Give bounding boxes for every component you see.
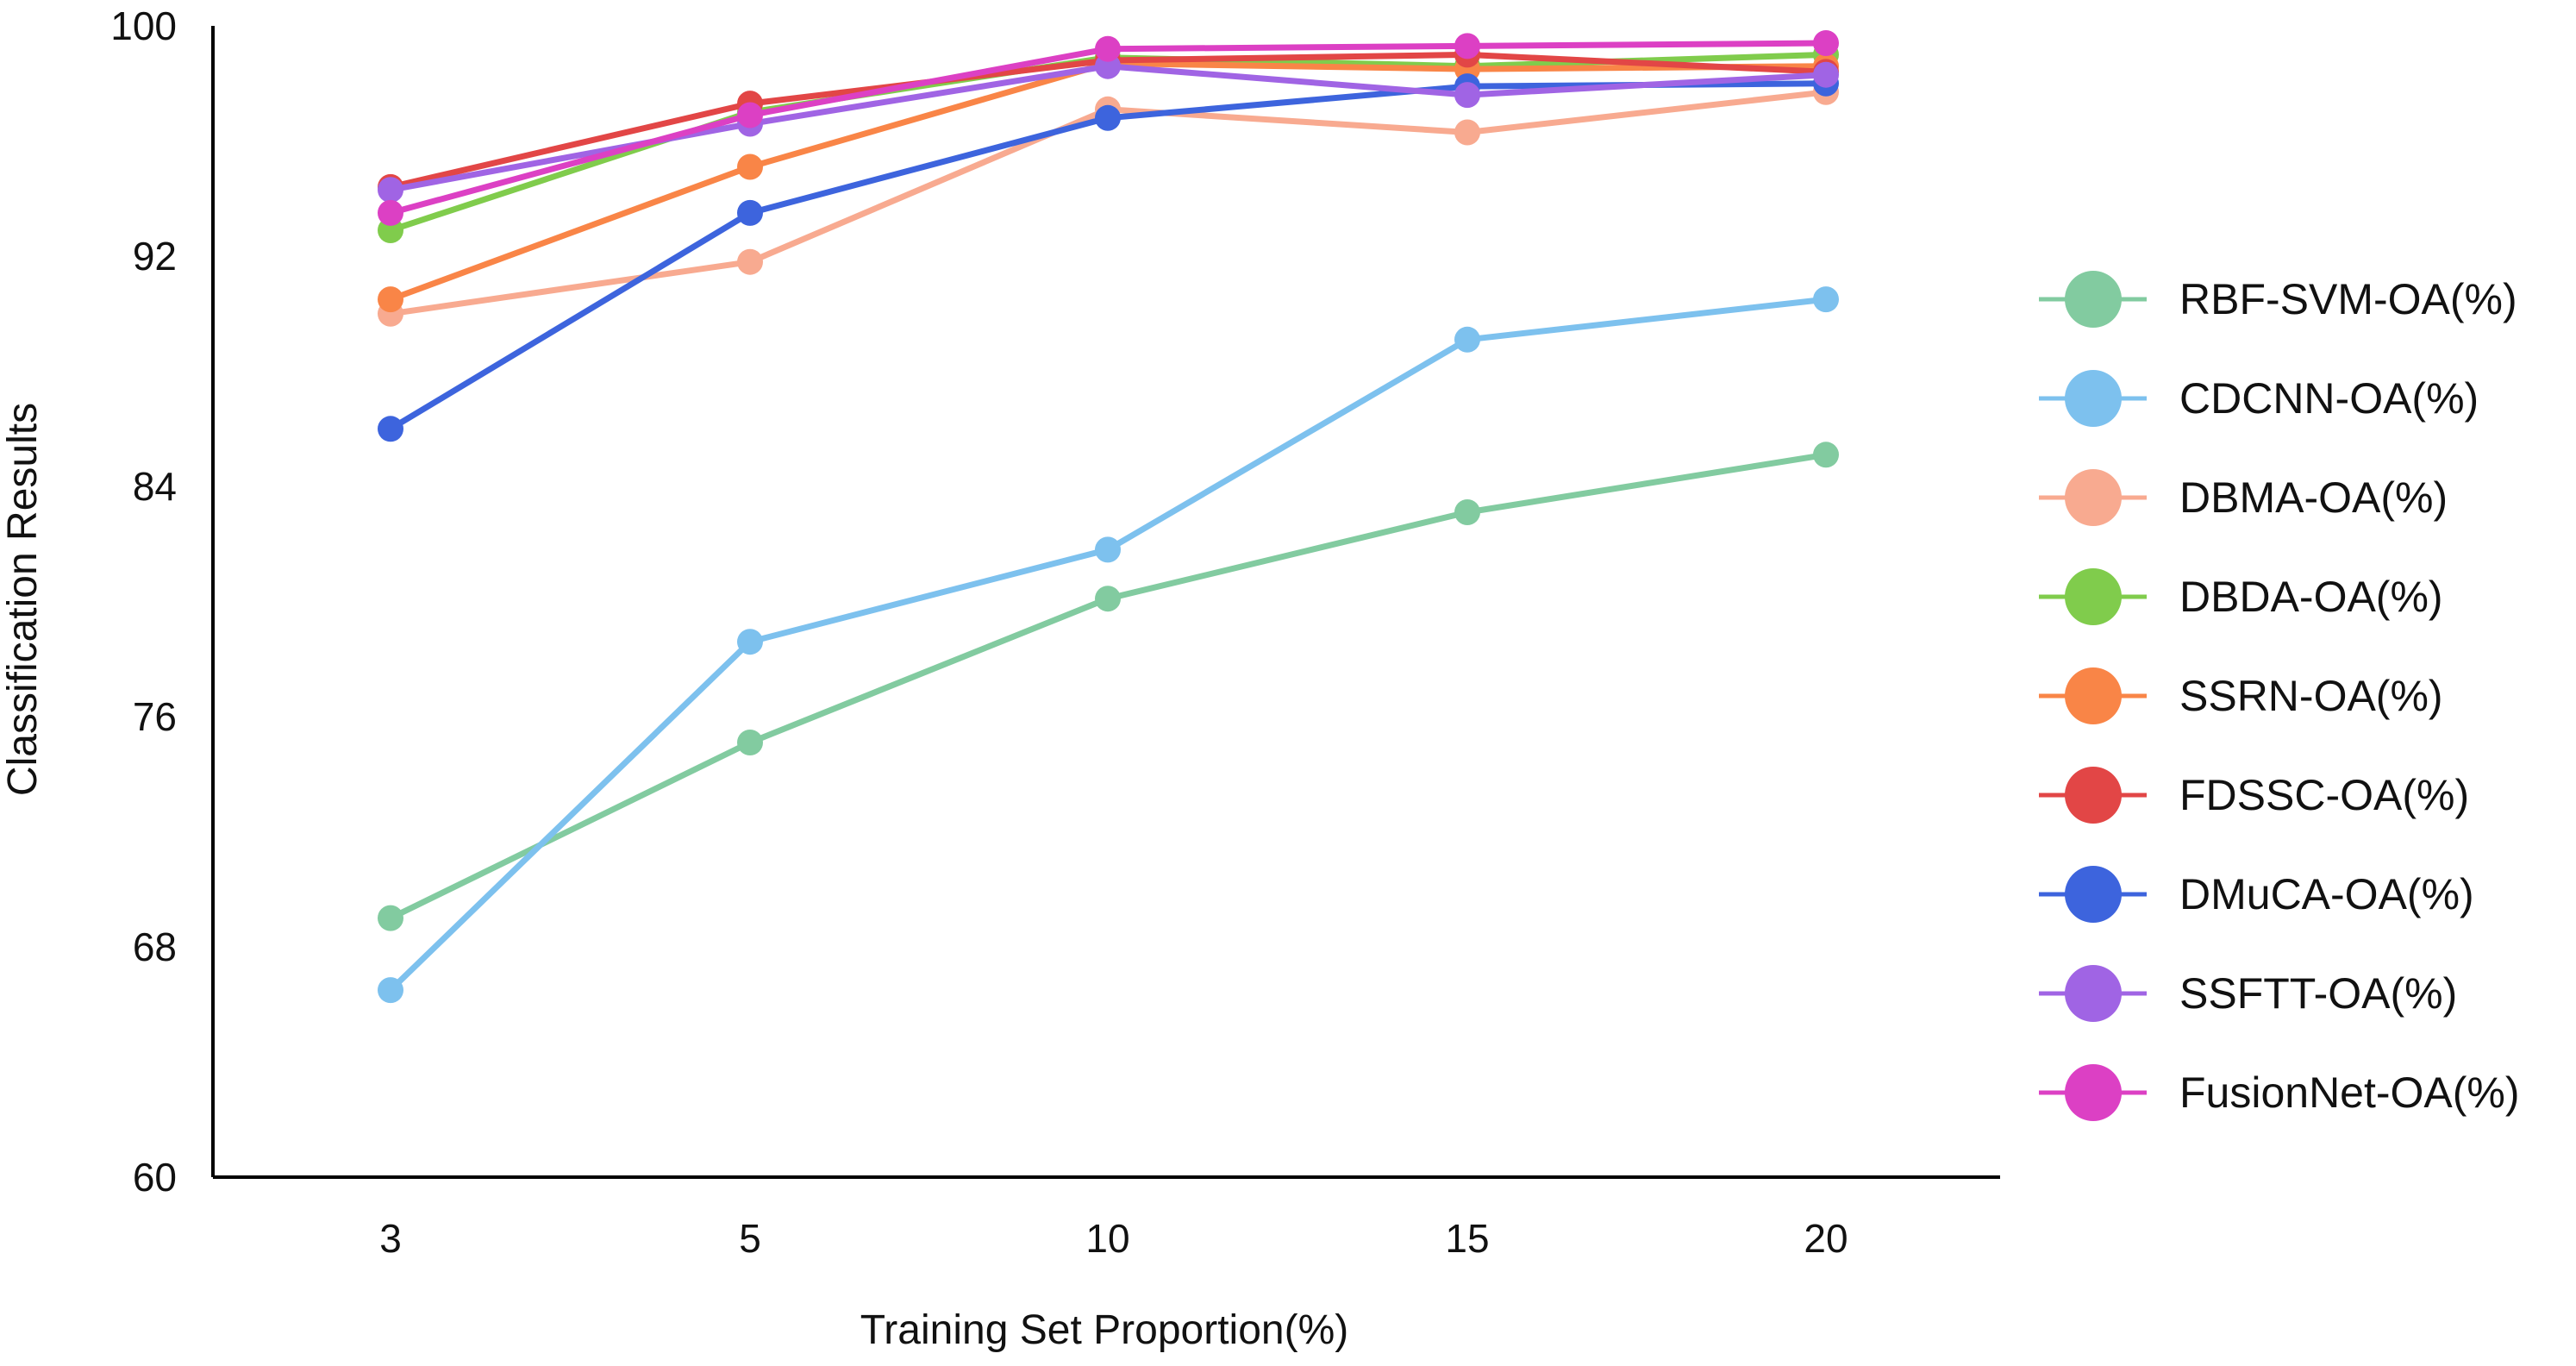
data-point (737, 730, 763, 755)
data-point (737, 102, 763, 128)
y-tick-label: 68 (133, 924, 177, 969)
legend-label: DBDA-OA(%) (2179, 573, 2443, 621)
y-tick-label: 84 (133, 464, 177, 509)
data-point (378, 977, 403, 1004)
series-layer (378, 30, 1839, 1004)
legend-label: RBF-SVM-OA(%) (2179, 275, 2517, 323)
data-point (737, 154, 763, 180)
data-point (1454, 499, 1480, 525)
legend-marker (2065, 1064, 2122, 1121)
data-point (1454, 326, 1480, 353)
x-tick-label: 3 (379, 1216, 402, 1261)
series-fusionnet-oa (378, 30, 1839, 226)
x-tick-label: 20 (1804, 1216, 1848, 1261)
data-point (1454, 33, 1480, 60)
y-axis-ticks: 60 68 76 84 92 100 (110, 3, 177, 1200)
y-axis-title: Classification Results (0, 403, 46, 796)
data-point (1813, 442, 1839, 468)
legend-marker (2065, 271, 2122, 328)
data-point (1095, 35, 1121, 62)
legend-item: DBDA-OA(%) (2039, 568, 2443, 625)
legend-marker (2065, 568, 2122, 625)
x-tick-label: 10 (1085, 1216, 1129, 1261)
legend-item: FDSSC-OA(%) (2039, 767, 2469, 824)
legend: RBF-SVM-OA(%) CDCNN-OA(%) DBMA-OA(%) DBDA-O… (2039, 271, 2520, 1121)
data-point (1813, 61, 1839, 88)
series-line (387, 451, 1829, 922)
legend-label: SSRN-OA(%) (2179, 672, 2443, 720)
legend-label: FDSSC-OA(%) (2179, 771, 2469, 819)
legend-marker (2065, 866, 2122, 923)
legend-marker (2065, 370, 2122, 427)
legend-item: RBF-SVM-OA(%) (2039, 271, 2517, 328)
legend-item: CDCNN-OA(%) (2039, 370, 2479, 427)
legend-label: DMuCA-OA(%) (2179, 870, 2474, 918)
data-point (737, 629, 763, 655)
data-point (1095, 586, 1121, 612)
legend-marker (2065, 469, 2122, 526)
x-axis-ticks: 3 5 10 15 20 (379, 1216, 1848, 1261)
legend-item: SSRN-OA(%) (2039, 667, 2443, 724)
data-point (1095, 536, 1121, 563)
y-tick-label: 92 (133, 234, 177, 279)
data-point (1813, 286, 1839, 313)
y-tick-label: 76 (133, 694, 177, 739)
legend-label: FusionNet-OA(%) (2179, 1068, 2520, 1117)
legend-item: SSFTT-OA(%) (2039, 965, 2457, 1022)
data-point (1454, 119, 1480, 146)
legend-marker (2065, 965, 2122, 1022)
y-tick-label: 60 (133, 1155, 177, 1200)
data-point (1095, 104, 1121, 131)
legend-label: SSFTT-OA(%) (2179, 969, 2457, 1018)
legend-item: DMuCA-OA(%) (2039, 866, 2474, 923)
series-ssrn-oa (378, 50, 1839, 313)
axes (211, 26, 2000, 1179)
data-point (378, 177, 403, 204)
series-dmuca-oa (378, 70, 1839, 442)
data-point (1813, 30, 1839, 56)
legend-item: FusionNet-OA(%) (2039, 1064, 2520, 1121)
data-point (737, 248, 763, 275)
y-tick-label: 100 (110, 3, 177, 48)
data-point (1454, 82, 1480, 109)
x-axis-title: Training Set Proportion(%) (860, 1307, 1348, 1353)
legend-marker (2065, 767, 2122, 824)
data-point (378, 905, 403, 931)
data-point (737, 199, 763, 226)
legend-label: CDCNN-OA(%) (2179, 374, 2479, 423)
x-tick-label: 5 (739, 1216, 761, 1261)
series-rbf-svm-oa (378, 442, 1839, 931)
data-point (378, 199, 403, 226)
legend-item: DBMA-OA(%) (2039, 469, 2448, 526)
series-cdcnn-oa (378, 286, 1839, 1004)
legend-label: DBMA-OA(%) (2179, 473, 2448, 522)
x-tick-label: 15 (1445, 1216, 1489, 1261)
data-point (378, 416, 403, 442)
legend-marker (2065, 667, 2122, 724)
series-line (387, 296, 1829, 993)
series-line (387, 51, 1829, 234)
data-point (378, 286, 403, 313)
